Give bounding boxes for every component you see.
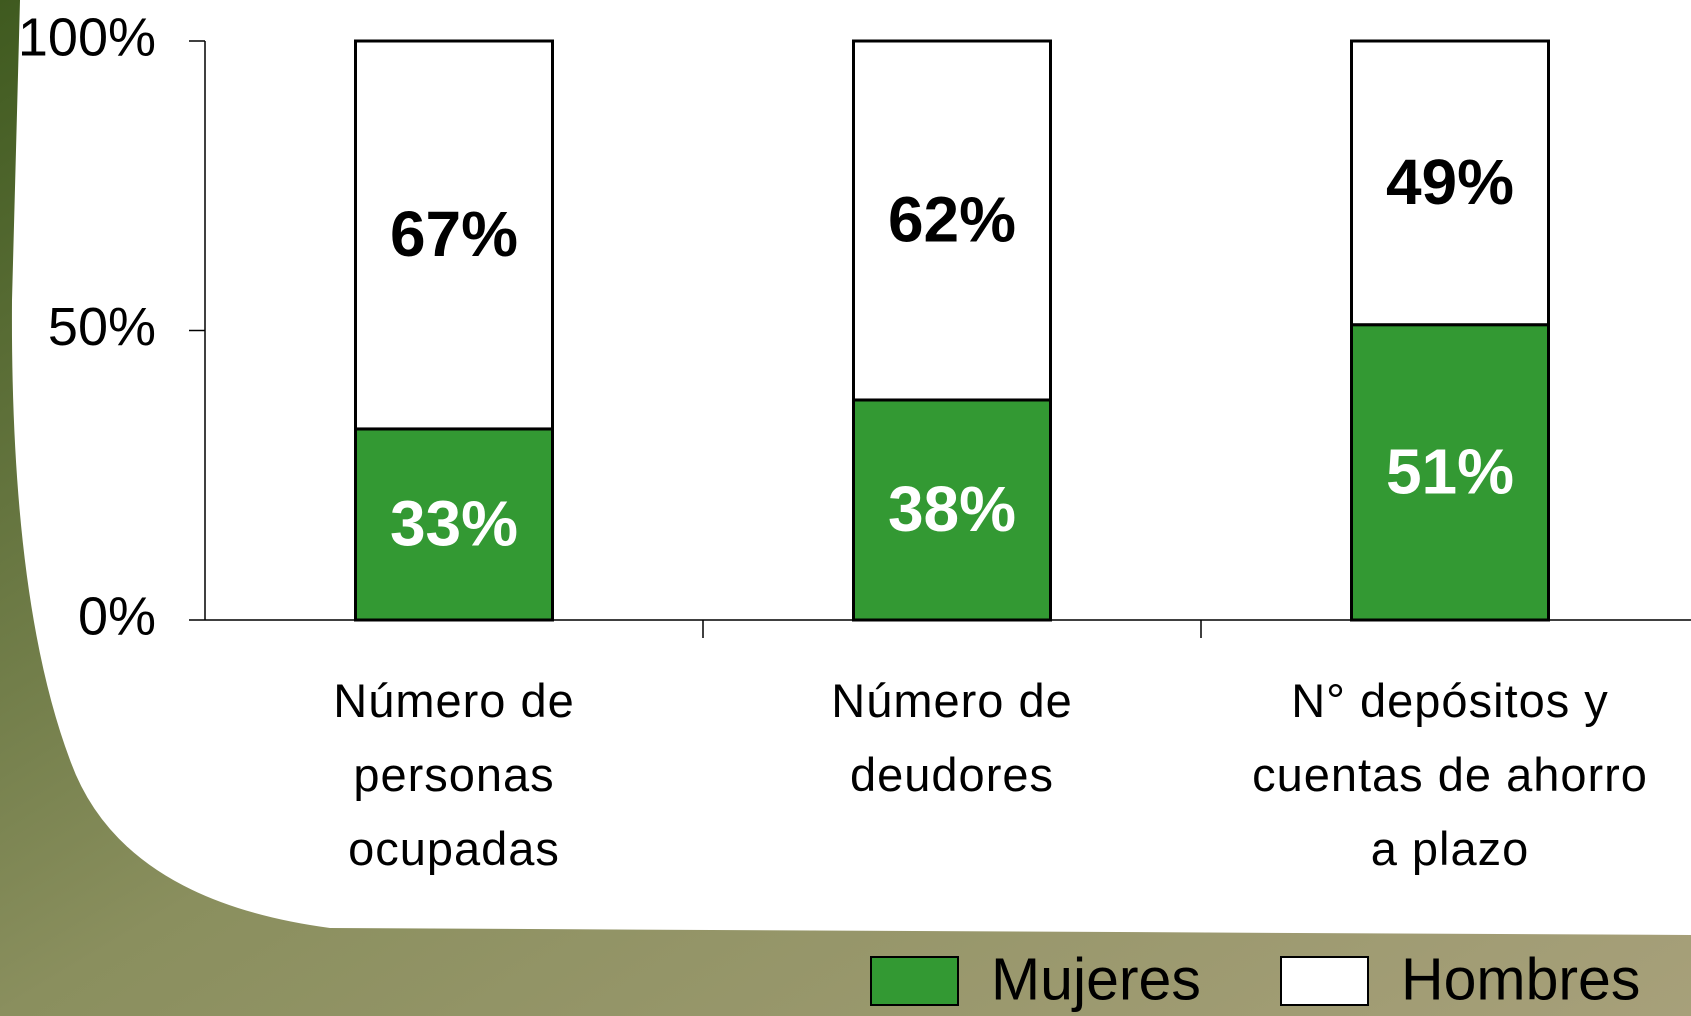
x-tick-label: N° depósitos y cuentas de ahorro a plazo	[1240, 664, 1660, 886]
value-label: 67%	[390, 198, 518, 270]
value-label: 62%	[888, 183, 1016, 255]
value-label: 49%	[1386, 146, 1514, 218]
x-tick-label: Número de personas ocupadas	[244, 664, 664, 886]
x-tick-label: Número de deudores	[742, 664, 1162, 812]
y-tick-label: 50%	[48, 297, 156, 357]
y-tick-label: 100%	[18, 7, 156, 67]
value-label: 51%	[1386, 435, 1514, 507]
page: 0% 50% 100% 33% 67% 38% 62% 51% 49% Mujeres Hombre…	[0, 0, 1691, 1016]
legend-swatch	[1281, 957, 1368, 1005]
legend-label: Hombres	[1401, 947, 1640, 1013]
legend-label: Mujeres	[991, 947, 1201, 1013]
value-label: 33%	[390, 487, 518, 559]
y-tick-label: 0%	[78, 586, 156, 646]
value-label: 38%	[888, 473, 1016, 545]
legend-swatch	[871, 957, 958, 1005]
